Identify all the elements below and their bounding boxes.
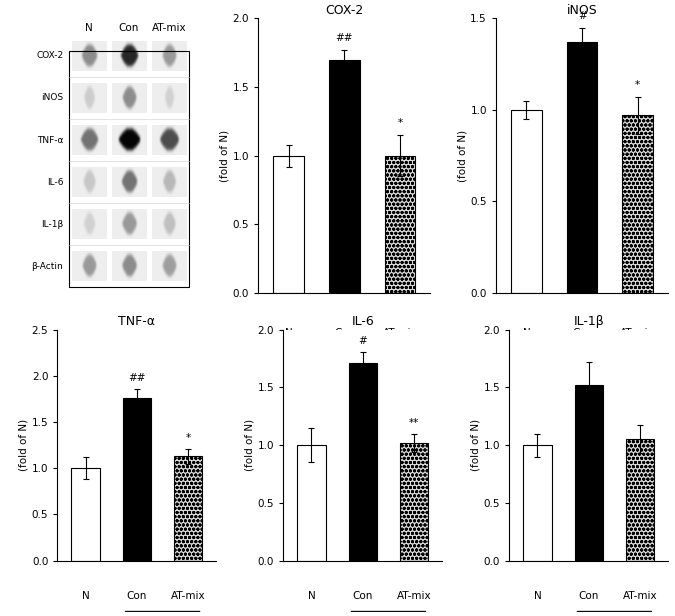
Text: **: ** — [409, 418, 419, 428]
Y-axis label: (fold of N): (fold of N) — [219, 129, 230, 182]
Bar — [511, 110, 542, 293]
Title: TNF-α: TNF-α — [118, 315, 155, 328]
Title: IL-1β: IL-1β — [573, 315, 604, 328]
Y-axis label: (fold of N): (fold of N) — [470, 419, 481, 471]
Title: IL-6: IL-6 — [352, 315, 374, 328]
Bar — [622, 115, 653, 293]
Y-axis label: (fold of N): (fold of N) — [245, 419, 255, 471]
Bar — [68, 51, 189, 287]
Bar — [574, 385, 603, 561]
Text: iNOS: iNOS — [41, 94, 63, 102]
Bar — [329, 60, 360, 293]
Text: *: * — [186, 433, 191, 443]
Text: N: N — [308, 591, 315, 601]
Bar — [349, 363, 377, 561]
Bar — [523, 445, 551, 561]
Text: Con: Con — [334, 328, 354, 338]
Text: CRE modeled-rats: CRE modeled-rats — [566, 370, 654, 379]
Text: β-Actin: β-Actin — [32, 262, 63, 270]
Y-axis label: (fold of N): (fold of N) — [458, 129, 468, 182]
Text: AT-mix: AT-mix — [623, 591, 657, 601]
Text: AT-mix: AT-mix — [171, 591, 206, 601]
Text: ##: ## — [335, 33, 353, 43]
Text: IL-1β: IL-1β — [41, 219, 63, 229]
Bar — [567, 43, 597, 293]
Text: #: # — [358, 336, 367, 346]
Text: AT-mix: AT-mix — [383, 328, 417, 338]
Text: IL-6: IL-6 — [47, 177, 63, 187]
Text: *: * — [635, 80, 640, 90]
Text: COX-2: COX-2 — [36, 52, 63, 60]
Bar — [174, 456, 202, 561]
Text: N: N — [82, 591, 90, 601]
Bar — [626, 439, 654, 561]
Text: Con: Con — [352, 591, 373, 601]
Bar — [385, 155, 415, 293]
Text: ##: ## — [128, 373, 146, 383]
Text: Con: Con — [119, 23, 139, 33]
Text: #: # — [578, 10, 587, 21]
Text: Con: Con — [572, 328, 592, 338]
Text: N: N — [522, 328, 531, 338]
Text: Con: Con — [127, 591, 147, 601]
Text: N: N — [85, 23, 92, 33]
Bar — [273, 155, 304, 293]
Bar — [400, 443, 428, 561]
Text: CRE modeled-rats: CRE modeled-rats — [328, 370, 416, 379]
Text: AT-mix: AT-mix — [620, 328, 655, 338]
Bar — [123, 398, 151, 561]
Text: N: N — [285, 328, 292, 338]
Text: *: * — [398, 118, 402, 128]
Y-axis label: (fold of N): (fold of N) — [19, 419, 29, 471]
Title: COX-2: COX-2 — [325, 4, 363, 17]
Text: Con: Con — [578, 591, 599, 601]
Text: AT-mix: AT-mix — [397, 591, 431, 601]
Bar — [298, 445, 325, 561]
Text: TNF-α: TNF-α — [37, 136, 63, 145]
Bar — [72, 468, 100, 561]
Text: AT-mix: AT-mix — [152, 23, 186, 33]
Title: iNOS: iNOS — [567, 4, 597, 17]
Text: N: N — [533, 591, 541, 601]
